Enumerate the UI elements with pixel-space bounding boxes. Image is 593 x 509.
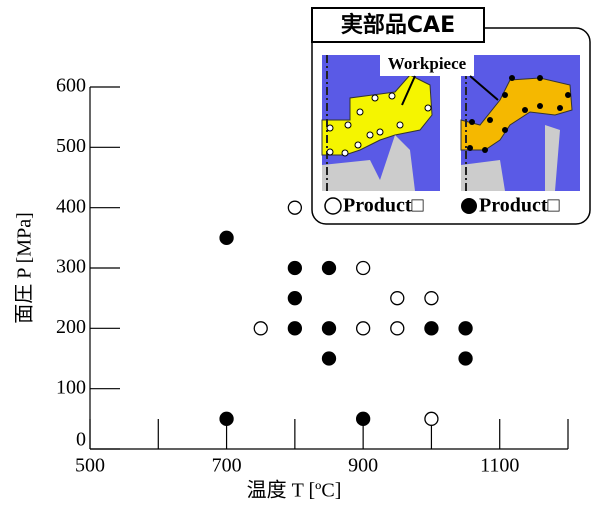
legend-marker bbox=[461, 198, 477, 214]
point bbox=[459, 352, 472, 365]
point bbox=[288, 292, 301, 305]
x-axis-label: 温度 T [ºC] bbox=[247, 479, 342, 502]
point bbox=[391, 292, 404, 305]
y-tick-label: 300 bbox=[56, 256, 86, 278]
y-tick-label: 400 bbox=[56, 195, 86, 217]
y-tick-label: 600 bbox=[56, 75, 86, 97]
y-tick-label: 200 bbox=[56, 316, 86, 338]
y-tick-label: 100 bbox=[56, 376, 86, 398]
point bbox=[357, 322, 370, 335]
point bbox=[391, 322, 404, 335]
point bbox=[288, 201, 301, 214]
point bbox=[323, 352, 336, 365]
x-tick-label: 1100 bbox=[480, 455, 519, 477]
point bbox=[323, 262, 336, 275]
inset-title: 実部品CAE bbox=[341, 12, 455, 38]
point bbox=[459, 322, 472, 335]
right-image bbox=[461, 55, 580, 191]
y-axis-label: 面圧 P [MPa] bbox=[14, 212, 36, 323]
page: {"chart_data": {"type": "scatter", "xlab… bbox=[0, 0, 593, 509]
x-tick-label: 700 bbox=[212, 455, 242, 477]
point bbox=[425, 412, 438, 425]
x-tick-label: 900 bbox=[348, 455, 378, 477]
point bbox=[254, 322, 267, 335]
point bbox=[425, 322, 438, 335]
point bbox=[220, 231, 233, 244]
point bbox=[323, 322, 336, 335]
inset-label: Workpiece bbox=[388, 54, 467, 73]
legend-label: Product□ bbox=[343, 195, 424, 217]
chart: 実部品CAE Workpiece Product□ Product□ 温度 T … bbox=[0, 0, 593, 504]
point bbox=[357, 412, 370, 425]
legend-marker bbox=[325, 198, 341, 214]
point bbox=[288, 322, 301, 335]
y-tick-label: 500 bbox=[56, 135, 86, 157]
x-tick-label: 500 bbox=[75, 455, 105, 477]
point bbox=[425, 292, 438, 305]
point bbox=[220, 412, 233, 425]
point bbox=[357, 262, 370, 275]
legend-label: Product□ bbox=[479, 195, 560, 217]
point bbox=[288, 262, 301, 275]
y-tick-label: 0 bbox=[76, 429, 86, 451]
